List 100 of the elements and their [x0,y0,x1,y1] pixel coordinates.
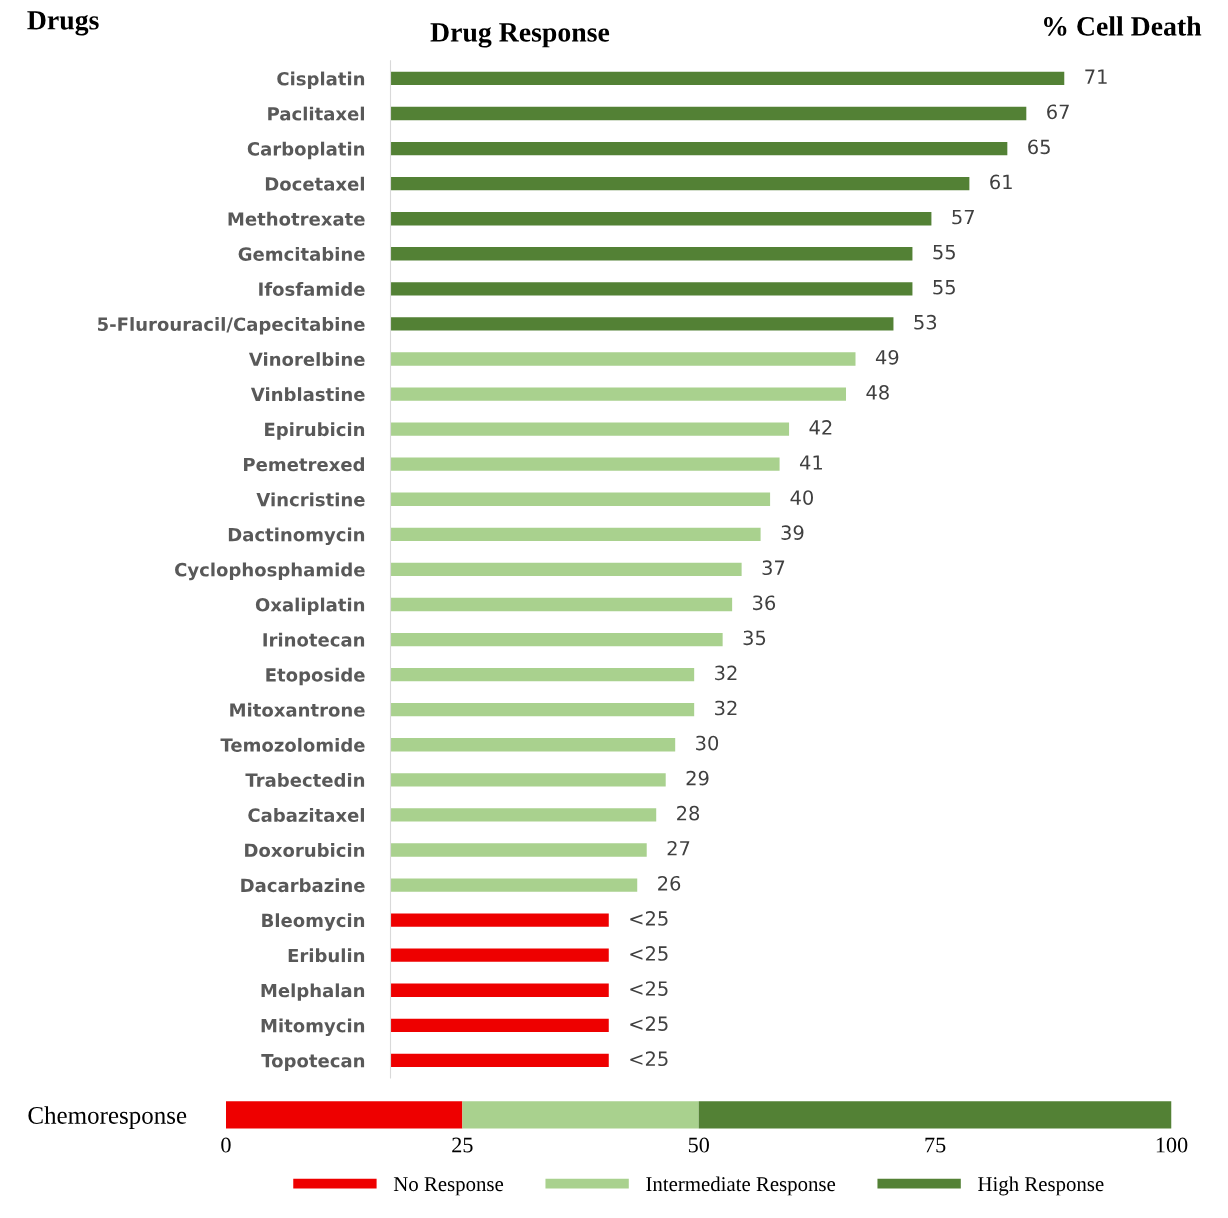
bar [390,176,970,191]
y-tick-label: Irinotecan [263,632,365,647]
data-label: <25 [630,1051,668,1067]
data-label: 40 [790,490,813,505]
legend-label: No Response [393,1177,504,1196]
y-axis-title: Drugs [27,11,99,36]
data-label: 48 [866,385,889,400]
data-label: 42 [809,420,832,435]
bar [225,1101,463,1129]
y-tick-label: Melphalan [261,983,365,1001]
y-tick-label: Cisplatin [277,71,365,90]
y-tick-label: Carboplatin [247,141,365,160]
y-tick-label: Etoposide [266,667,365,686]
data-label: 67 [1047,104,1069,120]
bar [390,457,780,471]
bar [390,773,666,787]
bar [462,1101,699,1129]
data-label: 39 [781,525,804,540]
bar [390,71,1065,86]
bar [390,106,1027,121]
x-tick-label: 100 [1156,1137,1188,1153]
bar [390,738,676,752]
bar [390,948,609,962]
data-label: <25 [630,946,668,961]
bar [390,352,856,366]
data-label: 41 [799,455,822,470]
data-label: <25 [630,911,668,926]
legend-label: Intermediate Response [646,1176,836,1196]
data-label: 26 [658,875,681,891]
y-tick-label: Bleomycin [262,913,365,931]
bar [390,282,913,296]
bar [390,141,1008,156]
y-tick-label: Dactinomycin [228,527,365,546]
bar [390,527,761,542]
bar [390,317,894,331]
bar [390,983,609,997]
y-tick-label: Temozolomide [220,737,365,752]
data-label: 30 [696,735,719,751]
y-tick-label: Doxorubicin [245,843,365,858]
x-tick-label: 25 [452,1137,473,1153]
y-tick-label: Methotrexate [228,211,365,226]
data-label: 61 [990,174,1012,190]
y-tick-label: Cabazitaxel [248,808,364,823]
bar [390,597,733,612]
data-label: 37 [762,560,785,576]
bar [390,843,647,857]
bar [390,1053,609,1068]
bar [390,703,695,717]
data-label: 57 [952,209,974,225]
y-tick-label: Gemcitabine [238,246,365,261]
y-tick-label: Paclitaxel [268,106,364,121]
y-tick-label: Epirubicin [265,422,365,440]
bar [390,1018,609,1032]
y-tick-label: Chemoresponse [28,1106,187,1129]
y-tick-label: Vinorelbine [248,352,365,367]
x-tick-label: 50 [688,1137,709,1153]
legend-label: High Response [978,1176,1104,1196]
data-label: 28 [677,805,700,821]
y-tick-label: Trabectedin [245,772,365,787]
bar [390,667,695,682]
y-tick-label: Mitomycin [261,1018,365,1037]
y-tick-label: Mitoxantrone [230,702,365,717]
bar [390,422,790,436]
y-tick-label: Dacarbazine [241,878,365,893]
data-label: <25 [630,981,668,996]
y-tick-label: Vincristine [256,492,365,507]
y-tick-label: Cyclophosphamide [175,562,365,581]
y-tick-label: Oxaliplatin [255,597,365,616]
data-label: 27 [667,840,690,856]
y-tick-label: Vinblastine [250,387,365,402]
x-tick-label: 75 [925,1137,946,1153]
bar [390,247,913,261]
data-label: 65 [1028,139,1050,155]
bar [390,878,638,892]
data-label: 49 [875,349,899,365]
bar [390,212,932,226]
bar [390,562,742,577]
x-axis-title: % Cell Death [1044,16,1202,36]
data-label: 36 [753,595,776,611]
data-label: 32 [715,700,737,716]
data-label: 29 [686,770,709,786]
y-tick-label: 5-Flurouracil/Capecitabine [98,317,365,335]
y-tick-label: Topotecan [261,1054,365,1072]
data-label: <25 [630,1016,668,1031]
y-tick-label: Pemetrexed [244,457,364,472]
data-label: 71 [1085,69,1107,84]
chart-title: Drug Response [430,23,610,48]
x-tick-label: 0 [221,1137,231,1153]
bar [390,387,847,401]
data-label: 55 [933,244,955,260]
bar [390,913,609,927]
data-label: 35 [743,630,766,646]
y-tick-label: Docetaxel [265,176,364,191]
bar [390,632,723,647]
data-label: 32 [715,665,737,681]
bar [390,492,771,506]
data-label: 53 [914,314,937,330]
y-tick-label: Ifosfamide [259,282,365,296]
data-label: 55 [933,280,955,295]
y-tick-label: Eribulin [288,948,365,963]
